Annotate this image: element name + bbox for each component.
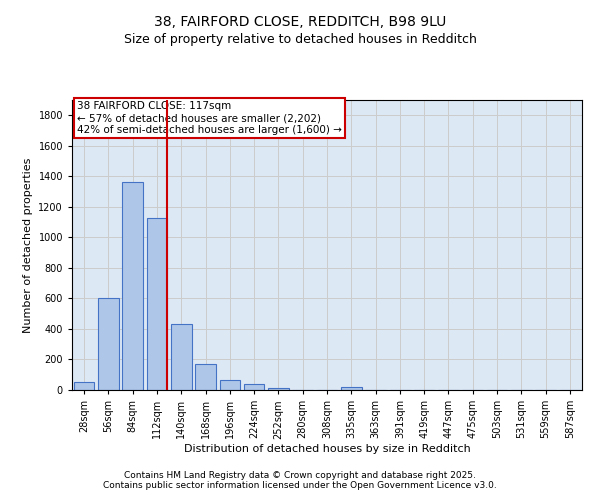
Bar (220, 380, 240, 390)
Bar (122, 182, 143, 390)
Y-axis label: Number of detached properties: Number of detached properties (23, 158, 33, 332)
Text: 38, FAIRFORD CLOSE, REDDITCH, B98 9LU: 38, FAIRFORD CLOSE, REDDITCH, B98 9LU (154, 15, 446, 29)
Bar (74, 382, 94, 390)
Bar (341, 387, 362, 390)
X-axis label: Distribution of detached houses by size in Redditch: Distribution of detached houses by size … (184, 444, 470, 454)
Text: Contains HM Land Registry data © Crown copyright and database right 2025.
Contai: Contains HM Land Registry data © Crown c… (103, 470, 497, 490)
Bar (98, 298, 119, 390)
Bar (146, 218, 167, 390)
Bar (171, 324, 191, 390)
Bar (268, 388, 289, 390)
Bar (244, 384, 265, 390)
Text: Size of property relative to detached houses in Redditch: Size of property relative to detached ho… (124, 32, 476, 46)
Bar (195, 364, 216, 390)
Text: 38 FAIRFORD CLOSE: 117sqm
← 57% of detached houses are smaller (2,202)
42% of se: 38 FAIRFORD CLOSE: 117sqm ← 57% of detac… (77, 102, 342, 134)
